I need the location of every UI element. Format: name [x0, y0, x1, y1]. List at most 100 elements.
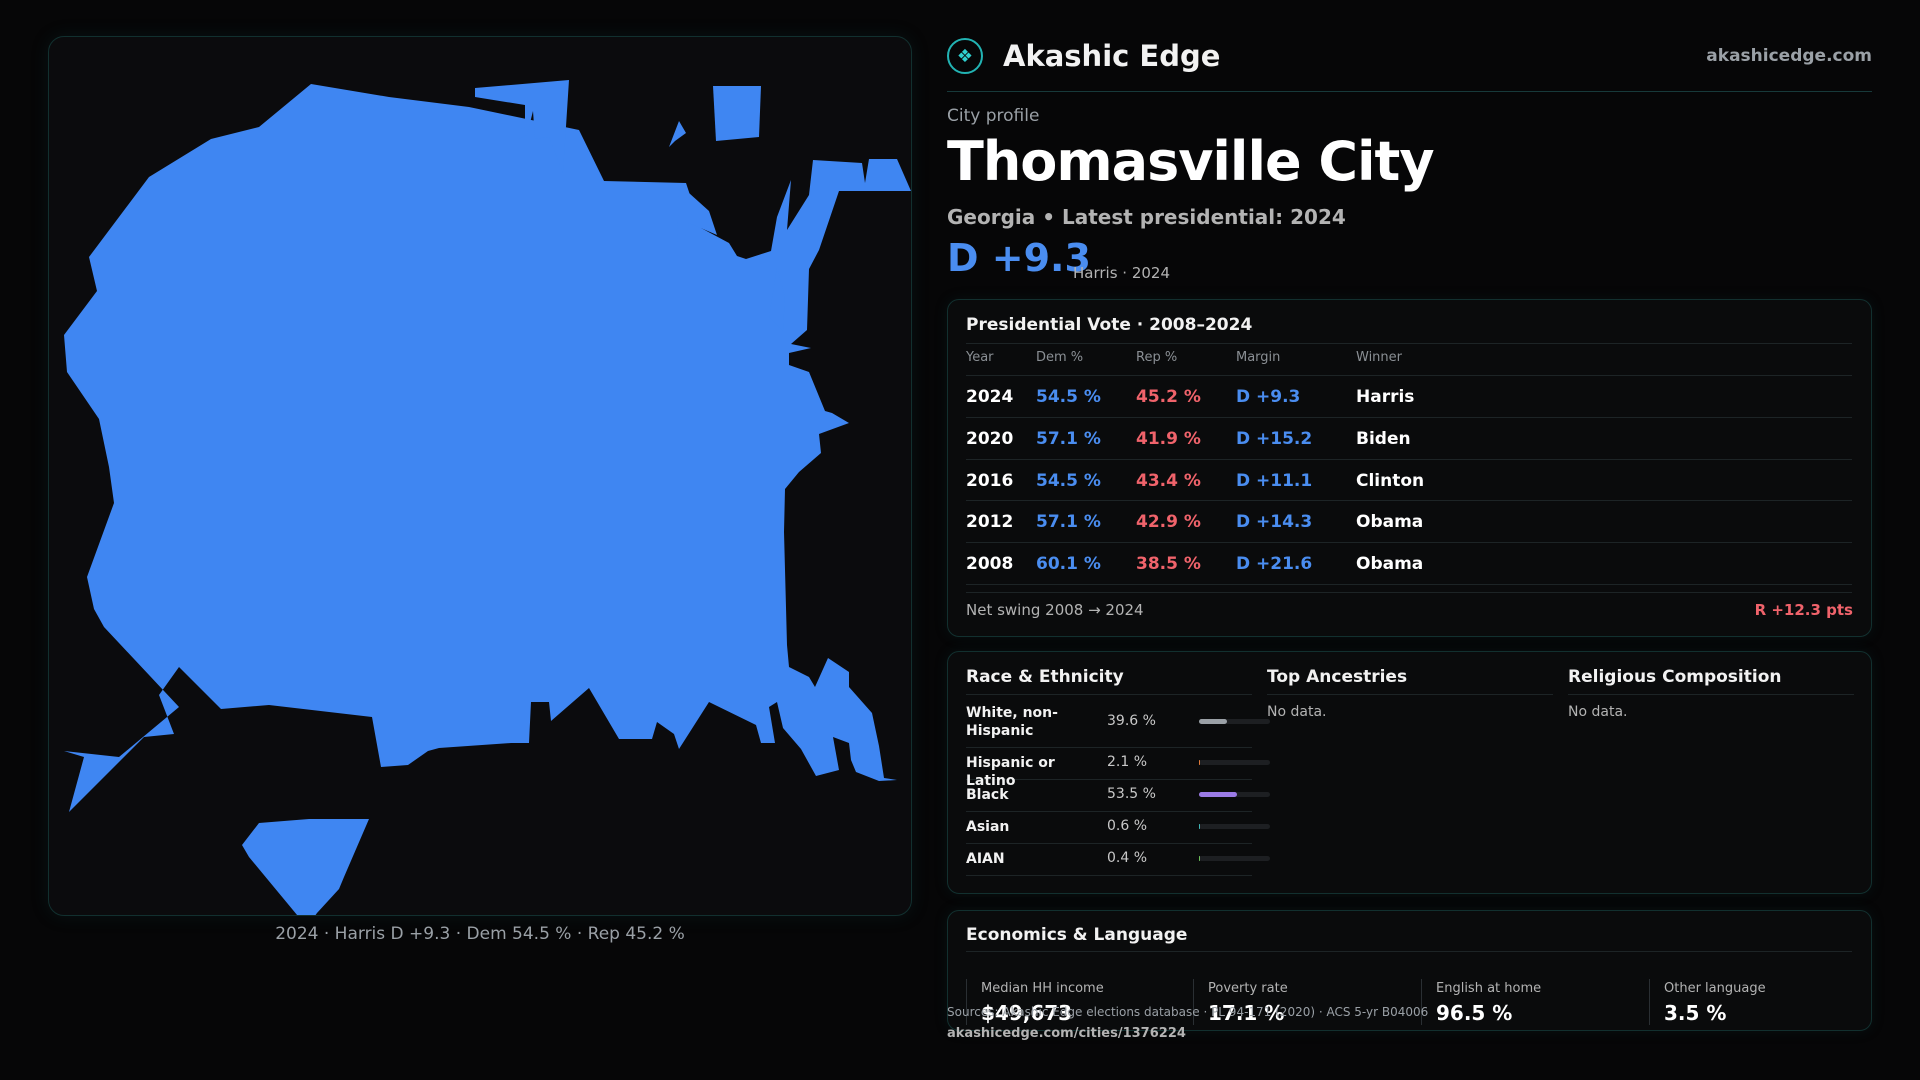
economics-title: Economics & Language: [966, 925, 1188, 945]
race-label: Asian: [966, 819, 1010, 835]
city-island-north-3: [669, 121, 686, 147]
table-row: 2008 60.1 % 38.5 % D +21.6 Obama: [966, 542, 1852, 585]
cell-year: 2024: [966, 387, 1014, 407]
city-map-panel[interactable]: [48, 36, 912, 916]
city-island-east-1: [677, 190, 717, 242]
column-header-year: Year: [966, 350, 994, 365]
cell-margin: D +14.3: [1236, 512, 1313, 532]
race-title-divider: [966, 694, 1252, 695]
city-main-area: [64, 84, 911, 812]
list-item: Black 53.5 %: [966, 779, 1270, 812]
column-header-dem: Dem %: [1036, 350, 1084, 365]
cell-margin: D +9.3: [1236, 387, 1301, 407]
race-share-fill: [1199, 719, 1228, 724]
race-share-fill: [1199, 824, 1201, 829]
cell-dem-pct: 54.5 %: [1036, 387, 1101, 407]
race-label: AIAN: [966, 851, 1005, 867]
religion-title-divider: [1568, 694, 1854, 695]
race-share-bar: [1199, 856, 1270, 861]
religion-empty: No data.: [1568, 704, 1628, 720]
city-boundary-shapes: [64, 80, 911, 915]
stat-median-income: Median HH income $49,673: [966, 967, 1193, 1027]
cell-winner: Clinton: [1356, 471, 1425, 491]
table-row: 2016 54.5 % 43.4 % D +11.1 Clinton: [966, 459, 1852, 502]
list-item: White, non-Hispanic 39.6 %: [966, 695, 1270, 748]
net-swing-label: Net swing 2008 → 2024: [966, 601, 1144, 619]
cell-rep-pct: 41.9 %: [1136, 429, 1201, 449]
cell-year: 2008: [966, 554, 1014, 574]
cell-dem-pct: 60.1 %: [1036, 554, 1101, 574]
cell-winner: Obama: [1356, 554, 1424, 574]
race-label: Hispanic or Latino: [966, 755, 1055, 789]
city-island-north-1: [475, 80, 569, 173]
page-subtitle: Georgia • Latest presidential: 2024: [947, 205, 1346, 229]
stat-divider: [966, 979, 967, 1025]
swing-divider: [966, 592, 1852, 593]
stat-value: 17.1 %: [1208, 1001, 1285, 1025]
stat-value: $49,673: [981, 1001, 1073, 1025]
stat-other-language: Other language 3.5 %: [1649, 967, 1853, 1027]
cell-dem-pct: 57.1 %: [1036, 512, 1101, 532]
table-row: 2020 57.1 % 41.9 % D +15.2 Biden: [966, 417, 1852, 460]
race-pct: 39.6 %: [1107, 713, 1156, 729]
stat-label: Median HH income: [981, 981, 1104, 996]
race-pct: 2.1 %: [1107, 754, 1148, 770]
list-item: Hispanic or Latino 2.1 %: [966, 747, 1270, 789]
stat-label: English at home: [1436, 981, 1542, 996]
table-bottom-divider: [966, 584, 1852, 585]
ancestries-title: Top Ancestries: [1267, 667, 1408, 687]
footer-url-link[interactable]: akashicedge.com/cities/1376224: [947, 1026, 1186, 1041]
column-header-margin: Margin: [1236, 350, 1281, 365]
stat-divider: [1421, 979, 1422, 1025]
tree-of-life-icon[interactable]: ❖: [947, 38, 983, 74]
cell-year: 2012: [966, 512, 1014, 532]
title-divider: [966, 343, 1852, 344]
cell-rep-pct: 38.5 %: [1136, 554, 1201, 574]
column-header-winner: Winner: [1356, 350, 1403, 365]
race-pct: 0.4 %: [1107, 850, 1148, 866]
race-share-fill: [1199, 760, 1201, 765]
ancestries-empty: No data.: [1267, 704, 1327, 720]
stat-divider: [1193, 979, 1194, 1025]
religion-title: Religious Composition: [1568, 667, 1782, 687]
city-island-south-1: [242, 819, 369, 915]
map-caption: 2024 · Harris D +9.3 · Dem 54.5 % · Rep …: [275, 924, 685, 944]
brand-url-link[interactable]: akashicedge.com: [1706, 46, 1872, 66]
economics-card: Economics & Language Median HH income $4…: [947, 910, 1872, 1031]
stat-label: Poverty rate: [1208, 981, 1288, 996]
stat-value: 3.5 %: [1664, 1001, 1727, 1025]
page-title: Thomasville City: [947, 130, 1435, 193]
race-share-bar: [1199, 760, 1270, 765]
cell-dem-pct: 54.5 %: [1036, 471, 1101, 491]
cell-year: 2020: [966, 429, 1014, 449]
headline-margin: D +9.3: [947, 236, 1091, 280]
cell-winner: Obama: [1356, 512, 1424, 532]
table-row: 2012 57.1 % 42.9 % D +14.3 Obama: [966, 500, 1852, 543]
cell-dem-pct: 57.1 %: [1036, 429, 1101, 449]
list-item: AIAN 0.4 %: [966, 843, 1270, 876]
stat-value: 96.5 %: [1436, 1001, 1513, 1025]
card-title: Presidential Vote · 2008–2024: [966, 315, 1253, 335]
ancestries-title-divider: [1267, 694, 1553, 695]
column-header-rep: Rep %: [1136, 350, 1178, 365]
presidential-vote-card: Presidential Vote · 2008–2024 Year Dem %…: [947, 299, 1872, 637]
race-share-fill: [1199, 792, 1237, 797]
cell-margin: D +11.1: [1236, 471, 1313, 491]
stat-label: Other language: [1664, 981, 1766, 996]
table-row: 2024 54.5 % 45.2 % D +9.3 Harris: [966, 375, 1852, 418]
city-island-north-2: [713, 86, 761, 141]
demographics-card: Race & Ethnicity White, non-Hispanic 39.…: [947, 651, 1872, 894]
stat-english-at-home: English at home 96.5 %: [1421, 967, 1649, 1027]
city-boundary-map: [64, 80, 911, 915]
brand-header: ❖ Akashic Edge: [947, 36, 1220, 76]
cell-rep-pct: 43.4 %: [1136, 471, 1201, 491]
race-share-fill: [1199, 856, 1201, 861]
economics-title-divider: [966, 951, 1852, 952]
stat-divider: [1649, 979, 1650, 1025]
race-share-bar: [1199, 719, 1270, 724]
cell-rep-pct: 42.9 %: [1136, 512, 1201, 532]
cell-winner: Harris: [1356, 387, 1415, 407]
net-swing-value: R +12.3 pts: [1754, 601, 1853, 619]
city-island-east-2: [769, 267, 785, 331]
cell-margin: D +21.6: [1236, 554, 1313, 574]
